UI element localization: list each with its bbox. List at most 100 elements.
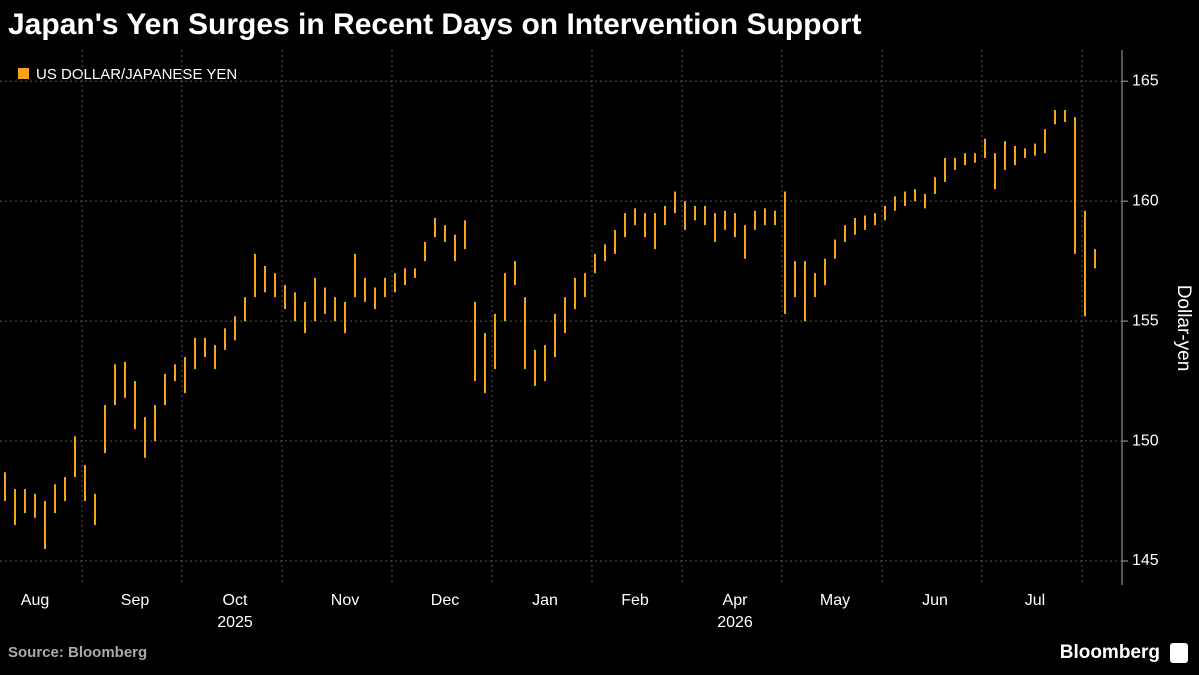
- range-bar: [284, 285, 286, 310]
- range-bar: [974, 153, 976, 163]
- source: Source: Bloomberg: [8, 644, 147, 661]
- range-bar: [784, 191, 786, 314]
- range-bar: [24, 489, 26, 514]
- range-bar: [1084, 210, 1086, 317]
- x-tick-label: Apr: [723, 592, 749, 609]
- range-bar: [404, 268, 406, 286]
- y-tick-label: 145: [1132, 552, 1159, 569]
- range-bar: [64, 477, 66, 502]
- range-bar: [414, 268, 416, 278]
- range-bar: [84, 465, 86, 502]
- range-bar: [174, 364, 176, 382]
- range-bar: [844, 225, 846, 242]
- range-bar: [134, 381, 136, 430]
- range-bar: [744, 225, 746, 259]
- range-bar: [164, 373, 166, 406]
- range-bar: [924, 193, 926, 209]
- range-bar: [384, 277, 386, 298]
- x-tick-label: Dec: [431, 592, 459, 609]
- range-bar: [434, 217, 436, 238]
- y-tick-label: 160: [1132, 192, 1159, 209]
- range-bar: [644, 213, 646, 238]
- range-bar: [754, 210, 756, 230]
- range-bar: [654, 213, 656, 250]
- range-bar: [774, 210, 776, 226]
- range-bar: [254, 253, 256, 298]
- range-bar: [44, 501, 46, 550]
- range-bar: [344, 301, 346, 334]
- range-bar: [534, 349, 536, 386]
- range-bar: [54, 484, 56, 514]
- range-bar: [194, 337, 196, 370]
- range-bar: [734, 213, 736, 238]
- range-bar: [664, 205, 666, 226]
- range-bar: [364, 277, 366, 302]
- range-bar: [794, 261, 796, 298]
- range-bar: [234, 316, 236, 341]
- range-bar: [674, 191, 676, 214]
- range-bar: [554, 313, 556, 358]
- chart-title: Japan's Yen Surges in Recent Days on Int…: [8, 8, 861, 41]
- legend-swatch: [18, 68, 29, 79]
- range-bar: [1024, 148, 1026, 158]
- range-bar: [1074, 117, 1076, 254]
- range-bar: [144, 417, 146, 458]
- range-bar: [684, 201, 686, 230]
- range-bar: [984, 138, 986, 158]
- range-bar: [904, 191, 906, 206]
- x-year-label: 2026: [717, 614, 753, 631]
- x-tick-label: Nov: [331, 592, 359, 609]
- range-bar: [104, 405, 106, 454]
- range-bar: [894, 196, 896, 211]
- range-bar: [834, 239, 836, 259]
- range-bar: [714, 213, 716, 242]
- range-bar: [964, 153, 966, 166]
- range-bar: [724, 210, 726, 230]
- range-bar: [374, 287, 376, 310]
- range-bar: [864, 215, 866, 230]
- range-bar: [14, 489, 16, 526]
- range-bar: [114, 364, 116, 406]
- range-bar: [814, 273, 816, 298]
- range-bar: [244, 297, 246, 322]
- x-tick-label: Feb: [621, 592, 649, 609]
- y-axis-label: Dollar-yen: [1173, 285, 1194, 372]
- range-bar: [1034, 143, 1036, 156]
- range-bar: [634, 208, 636, 226]
- range-bar: [544, 345, 546, 382]
- range-bar: [4, 472, 6, 502]
- range-bar: [764, 208, 766, 226]
- range-bar: [444, 225, 446, 242]
- brand: Bloomberg: [1060, 642, 1160, 663]
- range-bar: [1044, 129, 1046, 154]
- range-bar: [604, 244, 606, 262]
- range-bar: [314, 277, 316, 322]
- range-bar: [454, 234, 456, 262]
- x-tick-label: Jun: [922, 592, 948, 609]
- range-bar: [934, 177, 936, 194]
- range-bar: [204, 337, 206, 358]
- range-bar: [1054, 109, 1056, 125]
- range-bar: [1064, 109, 1066, 122]
- range-bar: [884, 205, 886, 221]
- x-tick-label: Oct: [223, 592, 248, 609]
- range-bar: [1094, 249, 1096, 269]
- range-bar: [304, 301, 306, 334]
- range-bar: [504, 273, 506, 322]
- range-bar: [1014, 145, 1016, 166]
- x-tick-label: Sep: [121, 592, 150, 609]
- range-bar: [954, 157, 956, 170]
- range-bar: [184, 357, 186, 394]
- range-bar: [514, 261, 516, 286]
- range-bar: [34, 493, 36, 518]
- range-bar: [264, 265, 266, 293]
- range-bar: [424, 241, 426, 262]
- range-bar: [474, 301, 476, 382]
- brand-icon: [1170, 643, 1188, 663]
- range-bar: [494, 313, 496, 370]
- range-bar: [524, 297, 526, 370]
- range-bar: [704, 205, 706, 226]
- range-bar: [694, 205, 696, 221]
- range-bar: [614, 229, 616, 254]
